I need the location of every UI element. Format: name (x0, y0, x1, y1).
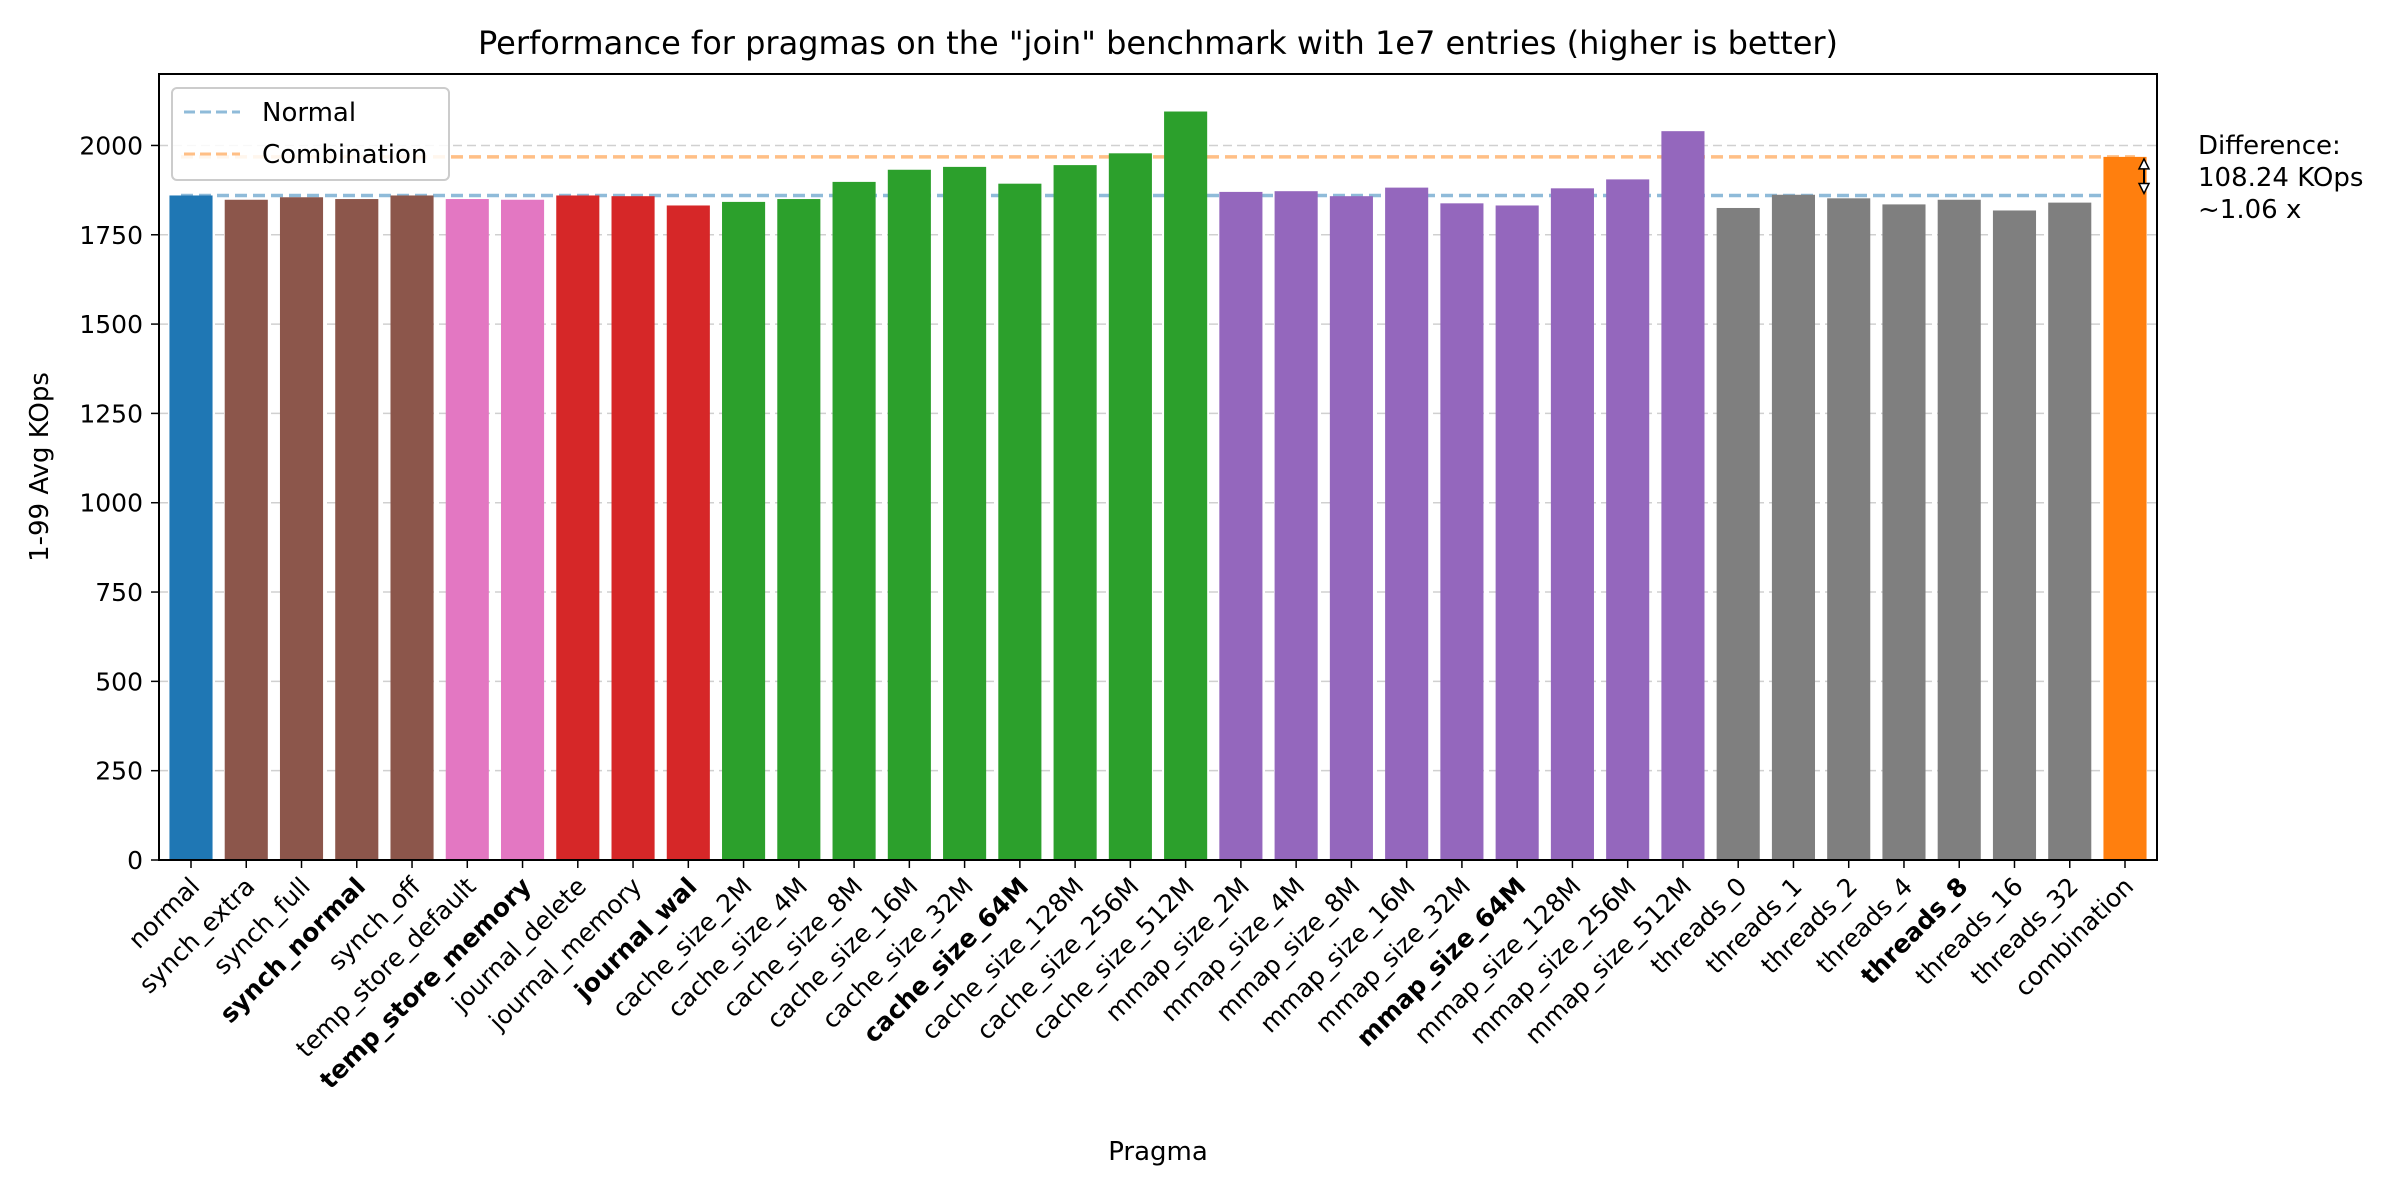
bar-mmap-size-16M (1385, 187, 1429, 860)
bars (169, 111, 2147, 861)
grid-lines (159, 144, 2157, 772)
bar-mmap-size-64M (1495, 205, 1539, 860)
bar-mmap-size-4M (1274, 191, 1318, 861)
bar-journal-memory (611, 196, 655, 861)
y-tick-label: 500 (95, 667, 143, 696)
difference-annotation: Difference: 108.24 KOps ~1.06 x (2198, 131, 2363, 225)
bar-cache-size-256M (1108, 153, 1152, 860)
y-tick-label: 1500 (79, 310, 143, 339)
bar-synch-off (390, 195, 434, 861)
bar-synch-extra (224, 199, 268, 860)
legend-box (171, 87, 450, 181)
bar-mmap-size-256M (1606, 179, 1650, 861)
bar-cache-size-8M (832, 181, 876, 860)
y-axis-ticks: 0 250 500 750 1000 1250 1500 1750 2000 (79, 131, 159, 875)
plot-frame (158, 73, 2158, 861)
bar-combination (2103, 156, 2147, 860)
bar-mmap-size-2M (1219, 191, 1263, 860)
x-axis-ticks: normalsynch_extrasynch_fullsynch_normals… (123, 860, 2139, 1094)
x-axis-label: Pragma (1108, 1137, 1208, 1167)
bar-cache-size-32M (943, 166, 987, 860)
y-tick-label: 1000 (79, 489, 143, 518)
y-tick-label: 250 (95, 757, 143, 786)
bar-threads-8 (1937, 199, 1981, 860)
y-tick-label: 0 (127, 846, 143, 875)
difference-line-3: ~1.06 x (2198, 195, 2301, 225)
y-tick-label: 750 (95, 578, 143, 607)
bar-temp-store-memory (500, 199, 545, 860)
bar-cache-size-512M (1164, 111, 1208, 861)
bar-threads-2 (1827, 198, 1871, 860)
bar-mmap-size-512M (1661, 131, 1705, 860)
bar-synch-normal (335, 199, 379, 860)
difference-line-1: Difference: (2198, 131, 2341, 161)
bar-mmap-size-32M (1440, 203, 1484, 860)
bar-cache-size-64M (998, 183, 1042, 860)
bar-normal (169, 195, 213, 861)
y-tick-label: 1750 (79, 221, 143, 250)
bar-threads-16 (1992, 210, 2037, 861)
bar-cache-size-4M (777, 199, 821, 860)
legend-label-normal: Normal (262, 98, 356, 128)
bar-cache-size-16M (887, 169, 931, 860)
bar-mmap-size-128M (1550, 188, 1594, 860)
bar-temp-store-default (445, 199, 489, 860)
difference-marker (2137, 157, 2151, 196)
bar-journal-delete (556, 195, 600, 861)
bar-mmap-size-8M (1329, 196, 1373, 861)
difference-line-2: 108.24 KOps (2198, 163, 2363, 193)
bar-threads-32 (2048, 202, 2092, 861)
bar-synch-full (279, 197, 324, 860)
reference-lines (181, 155, 2135, 198)
bar-threads-4 (1882, 204, 1926, 860)
y-axis-label: 1-99 Avg KOps (25, 372, 55, 562)
difference-arrow-up (2137, 157, 2151, 170)
bar-journal-wal (666, 205, 710, 860)
difference-arrow-down (2137, 182, 2151, 196)
y-tick-label: 2000 (79, 131, 143, 160)
chart-title: Performance for pragmas on the "join" be… (478, 24, 1838, 62)
bar-cache-size-2M (722, 201, 766, 861)
bar-cache-size-128M (1053, 165, 1097, 860)
bar-threads-1 (1771, 194, 1816, 860)
legend-label-combination: Combination (262, 140, 427, 170)
bar-threads-0 (1716, 207, 1760, 860)
y-tick-label: 1250 (79, 399, 143, 428)
legend: Normal Combination (171, 87, 450, 181)
